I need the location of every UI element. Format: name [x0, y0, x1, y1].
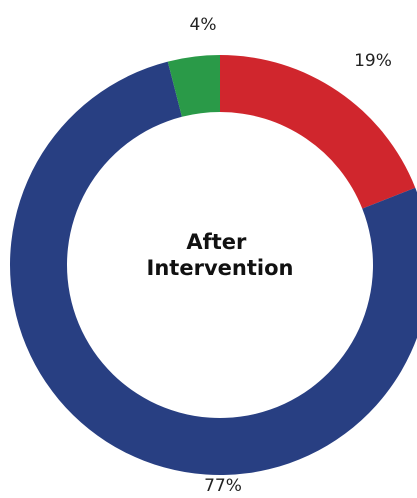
- donut-slice-1: [220, 55, 416, 209]
- center-label-line-1: After: [186, 230, 247, 254]
- slice-label-2: 77%: [204, 476, 242, 496]
- center-label-line-2: Intervention: [147, 256, 294, 280]
- donut-slice-3: [167, 55, 220, 117]
- center-label: After Intervention: [147, 230, 294, 280]
- slice-label-1: 19%: [354, 51, 392, 71]
- donut-slices: [10, 55, 417, 475]
- slice-labels: 19% 77% 4%: [190, 15, 392, 496]
- slice-label-3: 4%: [190, 15, 217, 35]
